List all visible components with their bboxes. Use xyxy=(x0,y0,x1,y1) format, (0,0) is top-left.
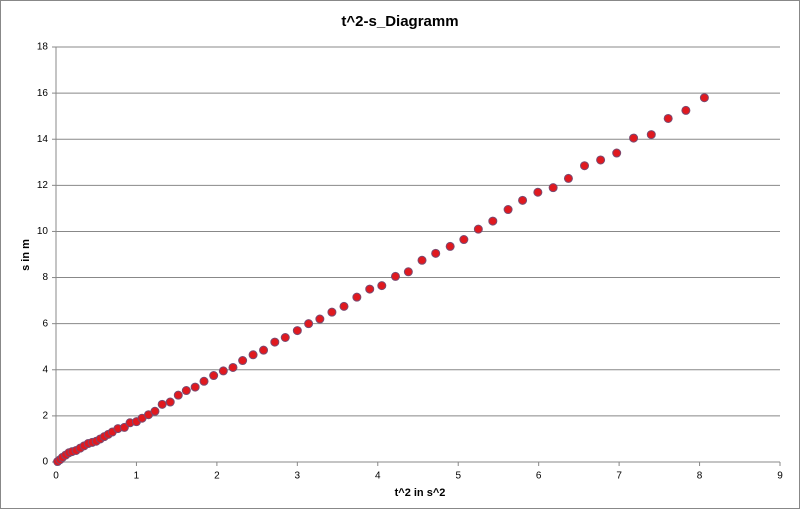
chart-title: t^2-s_Diagramm xyxy=(341,13,458,30)
point xyxy=(663,113,673,123)
point xyxy=(563,173,573,183)
point xyxy=(431,248,441,258)
x-tick-label: 2 xyxy=(214,471,220,482)
y-tick-label: 18 xyxy=(37,42,49,53)
point xyxy=(403,267,413,277)
point xyxy=(280,333,290,342)
point xyxy=(218,366,228,376)
y-tick-label: 6 xyxy=(42,318,48,329)
y-axis-title: s in m xyxy=(20,239,32,271)
y-tick-label: 10 xyxy=(37,226,49,237)
x-tick-label: 8 xyxy=(697,471,703,482)
point xyxy=(445,241,455,251)
point xyxy=(259,345,269,355)
y-tick-label: 14 xyxy=(37,134,49,145)
x-axis-title: t^2 in s^2 xyxy=(395,487,446,499)
point xyxy=(548,183,558,193)
point xyxy=(533,187,543,197)
point xyxy=(238,356,248,366)
point xyxy=(596,155,606,165)
y-tick-label: 12 xyxy=(37,180,49,191)
point xyxy=(580,161,590,171)
x-tick-label: 9 xyxy=(777,471,783,482)
x-tick-label: 1 xyxy=(134,471,140,482)
point xyxy=(459,235,469,245)
y-tick-label: 16 xyxy=(37,88,49,99)
point xyxy=(270,337,280,347)
point xyxy=(150,406,160,416)
point xyxy=(248,350,258,360)
point xyxy=(629,133,639,143)
point xyxy=(209,371,219,381)
y-tick-label: 0 xyxy=(42,457,48,468)
point xyxy=(304,319,314,329)
point xyxy=(181,386,191,396)
point xyxy=(190,382,200,392)
point xyxy=(417,255,427,265)
point xyxy=(165,397,175,407)
point xyxy=(503,205,513,215)
point xyxy=(315,314,325,324)
point xyxy=(199,376,209,386)
point xyxy=(352,292,362,302)
y-tick-label: 2 xyxy=(42,411,48,422)
point xyxy=(173,390,183,400)
point xyxy=(390,271,400,281)
point xyxy=(292,326,302,336)
point xyxy=(339,301,349,311)
y-tick-label: 8 xyxy=(42,272,48,283)
y-tick-label: 4 xyxy=(42,364,48,375)
x-tick-label: 5 xyxy=(455,471,461,482)
x-tick-label: 3 xyxy=(295,471,301,482)
x-tick-label: 6 xyxy=(536,471,542,482)
point xyxy=(228,362,238,372)
point xyxy=(681,105,691,115)
point xyxy=(473,224,483,234)
point xyxy=(377,281,387,291)
point xyxy=(612,148,622,158)
point xyxy=(646,130,656,140)
point xyxy=(518,195,528,205)
x-tick-label: 7 xyxy=(616,471,622,482)
point xyxy=(327,307,337,317)
point xyxy=(699,93,709,103)
point xyxy=(157,399,167,409)
point xyxy=(488,216,498,226)
point xyxy=(365,284,375,294)
x-tick-label: 0 xyxy=(53,471,59,482)
x-tick-label: 4 xyxy=(375,471,381,482)
